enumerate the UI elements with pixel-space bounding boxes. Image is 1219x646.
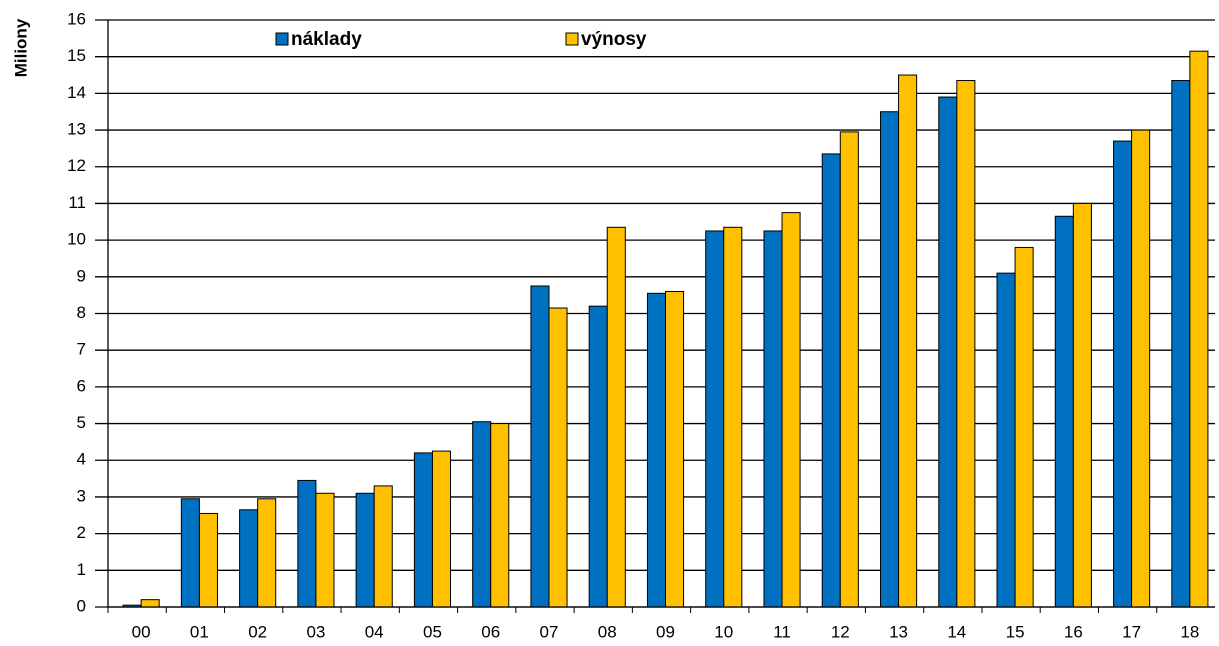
y-tick-label: 16 bbox=[67, 9, 86, 28]
y-tick-label: 7 bbox=[77, 340, 86, 359]
x-tick-label: 06 bbox=[481, 622, 500, 641]
x-tick-label: 04 bbox=[365, 622, 384, 641]
bar bbox=[1113, 140, 1133, 608]
x-tick-label: 09 bbox=[656, 622, 675, 641]
x-tick-label: 16 bbox=[1064, 622, 1083, 641]
y-tick-label: 9 bbox=[77, 266, 86, 285]
x-tick-label: 03 bbox=[306, 622, 325, 641]
bar bbox=[898, 74, 918, 608]
bar bbox=[938, 96, 958, 608]
bar bbox=[606, 226, 626, 608]
legend-swatch bbox=[565, 32, 579, 46]
x-tick-label: 07 bbox=[540, 622, 559, 641]
legend-label: náklady bbox=[291, 29, 362, 50]
y-tick-label: 13 bbox=[67, 120, 86, 139]
y-tick-label: 3 bbox=[77, 486, 86, 505]
bar bbox=[705, 230, 725, 608]
bar bbox=[373, 485, 393, 608]
bar bbox=[413, 452, 433, 608]
bar bbox=[646, 292, 666, 608]
x-tick-label: 02 bbox=[248, 622, 267, 641]
bar bbox=[781, 212, 801, 608]
bar bbox=[472, 421, 492, 608]
bar bbox=[956, 80, 976, 608]
bar bbox=[239, 509, 259, 608]
y-tick-label: 15 bbox=[67, 46, 86, 65]
x-tick-label: 05 bbox=[423, 622, 442, 641]
x-tick-label: 15 bbox=[1006, 622, 1025, 641]
x-tick-label: 12 bbox=[831, 622, 850, 641]
y-tick-label: 2 bbox=[77, 523, 86, 542]
y-tick-label: 6 bbox=[77, 376, 86, 395]
bar bbox=[1171, 80, 1191, 608]
y-axis-label: Miliony bbox=[11, 18, 30, 77]
bar bbox=[996, 272, 1016, 608]
bar bbox=[1189, 50, 1209, 608]
bar bbox=[1014, 246, 1034, 608]
bar bbox=[821, 153, 841, 608]
bar bbox=[180, 498, 200, 608]
bar bbox=[665, 290, 685, 608]
y-tick-label: 0 bbox=[77, 596, 86, 615]
y-tick-label: 11 bbox=[68, 193, 86, 212]
x-tick-label: 01 bbox=[190, 622, 209, 641]
y-tick-label: 1 bbox=[77, 560, 86, 579]
x-tick-label: 08 bbox=[598, 622, 617, 641]
bar bbox=[548, 307, 568, 608]
bar bbox=[297, 479, 317, 608]
bar bbox=[355, 492, 375, 608]
legend-label: výnosy bbox=[581, 29, 647, 50]
bar bbox=[763, 230, 783, 608]
x-tick-label: 13 bbox=[889, 622, 908, 641]
bar bbox=[1054, 215, 1074, 608]
bar bbox=[257, 498, 277, 608]
y-tick-label: 8 bbox=[77, 303, 86, 322]
y-tick-label: 4 bbox=[77, 450, 86, 469]
bar bbox=[839, 131, 859, 608]
bar bbox=[530, 285, 550, 608]
legend-swatch bbox=[275, 32, 289, 46]
x-tick-label: 10 bbox=[714, 622, 733, 641]
bar bbox=[1131, 129, 1151, 608]
bar bbox=[490, 423, 510, 608]
y-tick-label: 14 bbox=[67, 83, 86, 102]
x-tick-label: 00 bbox=[132, 622, 151, 641]
y-tick-label: 12 bbox=[67, 156, 86, 175]
y-tick-label: 5 bbox=[77, 413, 86, 432]
bar bbox=[315, 492, 335, 608]
bar bbox=[1072, 202, 1092, 608]
bar bbox=[431, 450, 452, 608]
bar bbox=[879, 111, 900, 608]
y-tick-label: 10 bbox=[67, 230, 86, 249]
x-tick-label: 17 bbox=[1122, 622, 1141, 641]
x-tick-label: 18 bbox=[1180, 622, 1199, 641]
bar bbox=[723, 226, 743, 608]
bar bbox=[140, 599, 160, 608]
x-tick-label: 11 bbox=[773, 622, 791, 641]
bar bbox=[588, 305, 608, 608]
x-tick-label: 14 bbox=[947, 622, 966, 641]
bar bbox=[198, 512, 218, 608]
